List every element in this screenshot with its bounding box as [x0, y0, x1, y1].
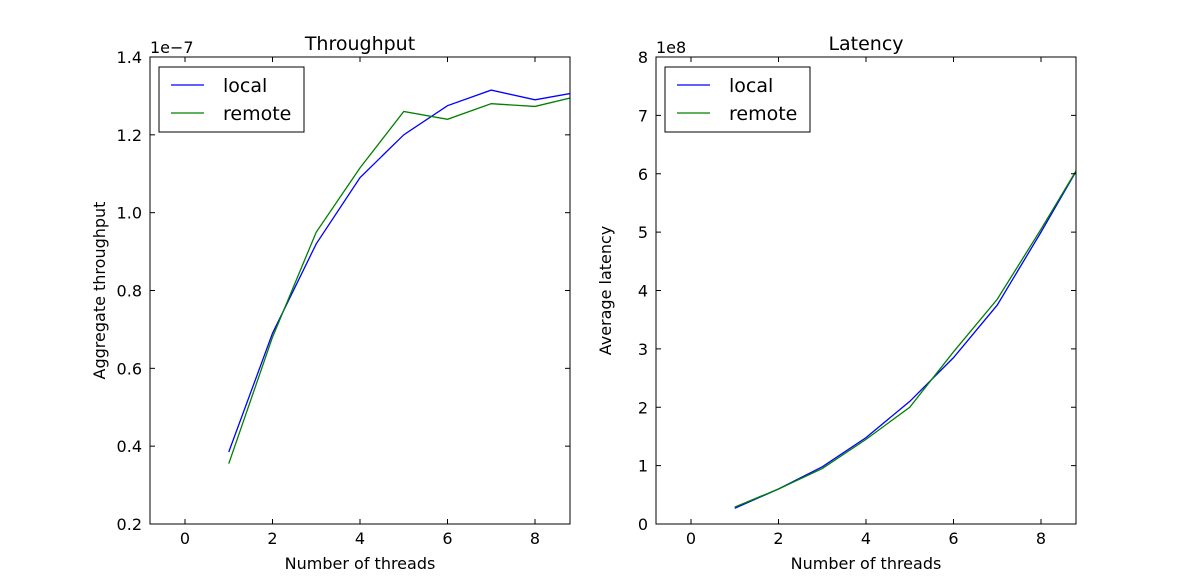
throughput-xtick-label: 2: [267, 529, 277, 548]
throughput-remote-line: [228, 97, 570, 464]
latency-xtick-label: 2: [773, 529, 783, 548]
throughput-legend: local remote: [158, 66, 305, 133]
latency-ytick-label: 5: [638, 223, 648, 242]
throughput-legend-box: [158, 66, 305, 133]
throughput-series-group: [228, 89, 570, 464]
throughput-x-axis-label: Number of threads: [285, 554, 436, 573]
latency-ytick-label: 6: [638, 165, 648, 184]
latency-xtick-label: 4: [861, 529, 871, 548]
throughput-ytick-label: 1.0: [117, 204, 142, 223]
throughput-xtick-label: 0: [180, 529, 190, 548]
throughput-axis-offset-label: 1e−7: [150, 38, 194, 57]
throughput-ytick-label: 0.2: [117, 515, 142, 534]
throughput-ytick-label: 0.6: [117, 359, 142, 378]
throughput-xtick-label: 8: [530, 529, 540, 548]
latency-ytick-label: 8: [638, 48, 648, 67]
throughput-legend-label-local: local: [223, 75, 267, 97]
latency-legend-label-local: local: [729, 75, 773, 97]
latency-legend-box: [664, 66, 811, 133]
latency-y-axis-label: Average latency: [596, 226, 615, 356]
throughput-ytick-label: 1.2: [117, 126, 142, 145]
latency-axis-offset-label: 1e8: [656, 38, 686, 57]
latency-local-line: [734, 170, 1076, 509]
latency-title: Latency: [828, 33, 903, 55]
latency-ytick-label: 7: [638, 106, 648, 125]
throughput-xtick-label: 4: [355, 529, 365, 548]
throughput-title: Throughput: [304, 33, 415, 55]
latency-ytick-label: 3: [638, 340, 648, 359]
latency-ytick-label: 2: [638, 398, 648, 417]
latency-remote-line: [734, 169, 1076, 508]
throughput-xtick-label: 6: [442, 529, 452, 548]
throughput-ytick-label: 0.4: [117, 437, 142, 456]
latency-ytick-label: 1: [638, 457, 648, 476]
latency-series-group: [734, 169, 1076, 509]
throughput-y-axis-label: Aggregate throughput: [90, 202, 109, 380]
throughput-ytick-label: 1.4: [117, 48, 142, 67]
latency-xtick-label: 6: [948, 529, 958, 548]
latency-legend-label-remote: remote: [729, 103, 797, 125]
latency-ytick-label: 0: [638, 515, 648, 534]
latency-legend: local remote: [664, 66, 811, 133]
throughput-legend-label-remote: remote: [223, 103, 291, 125]
throughput-panel: 0 2 4 6 8 0.2 0.4 0.6 0.8 1.0 1.2 1.4 1e−7 Throughput…: [90, 33, 571, 573]
latency-xtick-label: 8: [1036, 529, 1046, 548]
latency-x-axis-label: Number of threads: [791, 554, 942, 573]
throughput-ytick-label: 0.8: [117, 282, 142, 301]
latency-ytick-label: 4: [638, 282, 648, 301]
latency-xtick-label: 0: [686, 529, 696, 548]
latency-panel: 0 2 4 6 8 0 1 2 3 4 5 6 7 8 1e8 Latency Number of thread…: [596, 33, 1077, 573]
throughput-local-line: [228, 89, 570, 453]
